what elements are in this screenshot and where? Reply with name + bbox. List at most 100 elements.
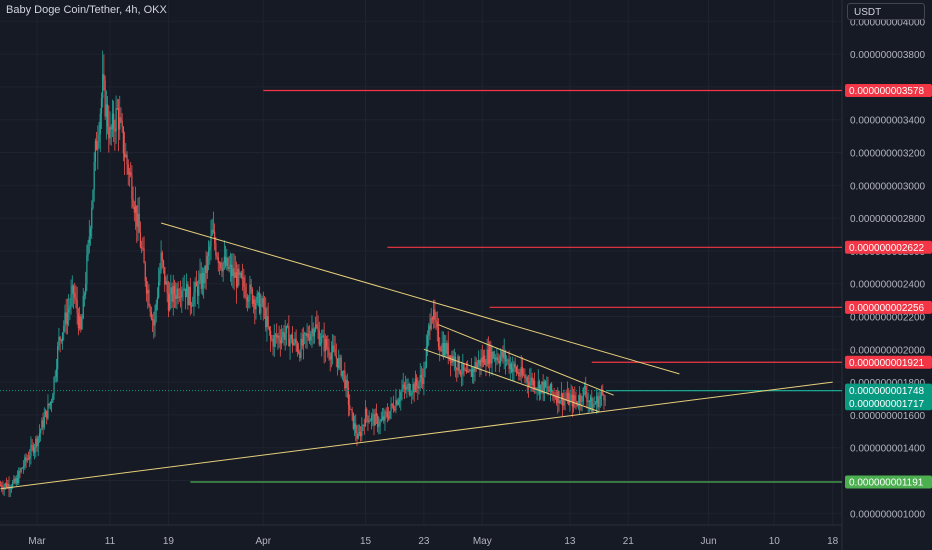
candle-body (344, 370, 346, 389)
candle-body (347, 387, 350, 406)
candle-body (380, 419, 382, 422)
candle-body (92, 189, 94, 209)
candle-body (518, 372, 520, 377)
candle-body (252, 299, 255, 305)
candle-body (262, 298, 264, 309)
candle-body (530, 377, 532, 381)
candle-body (465, 369, 468, 373)
candle-body (486, 349, 488, 366)
candle-body (330, 352, 333, 360)
candle-body (195, 282, 197, 287)
candle-body (416, 378, 418, 386)
candle-body (60, 339, 62, 341)
candle-body (187, 283, 189, 305)
candle-body (46, 410, 48, 419)
candle-body (355, 423, 357, 434)
candle-body (172, 285, 174, 302)
candle-body (122, 127, 124, 154)
currency-selector[interactable]: USDT (847, 3, 925, 20)
candle-body (307, 333, 309, 338)
candle-body (77, 313, 79, 329)
candle-body (104, 80, 106, 117)
candle-body (137, 213, 139, 227)
candle-body (360, 432, 362, 437)
trendline (423, 348, 600, 413)
candle-body (142, 247, 144, 249)
candle-body (552, 391, 554, 394)
y-tick-label: 0.000000002200 (850, 313, 926, 324)
candle-body (343, 370, 345, 372)
candle-body (102, 74, 104, 99)
candle-body (532, 380, 534, 386)
candle-body (65, 312, 67, 325)
candle-body (394, 409, 396, 411)
candle-body (216, 255, 218, 258)
candle-body (36, 438, 38, 447)
candle-body (274, 334, 277, 336)
candle-body (94, 140, 96, 163)
level-price-label: 0.000000001921 (849, 358, 925, 369)
candle-body (116, 107, 118, 109)
candle-body (239, 273, 241, 275)
candle-body (141, 247, 143, 249)
candle-body (429, 325, 431, 329)
candle-body (526, 377, 528, 383)
candle-body (234, 272, 236, 278)
candle-body (334, 349, 336, 356)
candle-body (546, 386, 548, 388)
candle-body (498, 361, 500, 364)
candle-body (456, 367, 458, 371)
candle-body (270, 330, 272, 340)
candle-body (261, 298, 263, 304)
candle-body (313, 329, 315, 337)
candle-body (54, 376, 56, 378)
secondary-price-label-bg (845, 397, 932, 411)
candle-body (367, 416, 369, 423)
candle-body (540, 384, 542, 394)
candle-body (20, 468, 22, 472)
candle-body (76, 300, 78, 314)
time-axis[interactable]: Mar 11 19 Apr 15 23 May 13 21 Jun 10 18 (28, 536, 838, 547)
candle-body (440, 349, 442, 352)
candle-body (181, 290, 183, 298)
candle-body (549, 383, 552, 392)
candle-body (350, 409, 352, 410)
candle-body (305, 333, 307, 336)
level-price-label: 0.000000002622 (849, 243, 925, 254)
candle-body (66, 312, 69, 325)
y-tick-label: 0.000000001800 (850, 378, 926, 389)
candle-body (33, 447, 36, 453)
candle-body (27, 458, 30, 460)
candle-body (470, 369, 472, 377)
candle-body (52, 394, 54, 403)
candle-body (19, 471, 21, 473)
candle-body (377, 415, 379, 427)
candle-body (124, 153, 126, 158)
candle-body (437, 327, 440, 347)
candle-body (604, 399, 606, 401)
candle-body (156, 297, 159, 304)
candle-body (64, 312, 66, 326)
candle-body (568, 392, 570, 405)
x-tick-label: 11 (105, 536, 116, 547)
candle-body (175, 295, 177, 300)
candle-body (55, 368, 58, 377)
candle-body (128, 172, 131, 175)
candle-body (254, 299, 256, 310)
candle-body (301, 338, 303, 346)
candle-body (44, 410, 47, 417)
chart-grid (0, 0, 843, 550)
candle-body (24, 457, 26, 467)
x-tick-label: May (473, 536, 492, 547)
candle-body (296, 344, 298, 352)
candle-body (306, 333, 308, 336)
candle-body (165, 281, 167, 285)
candle-body (15, 478, 17, 484)
candle-body (302, 334, 305, 346)
candle-body (329, 355, 331, 360)
candle-body (49, 402, 51, 406)
candle-body (383, 416, 385, 421)
y-tick-label: 0.000000003200 (850, 149, 926, 160)
candle-body (406, 385, 408, 390)
